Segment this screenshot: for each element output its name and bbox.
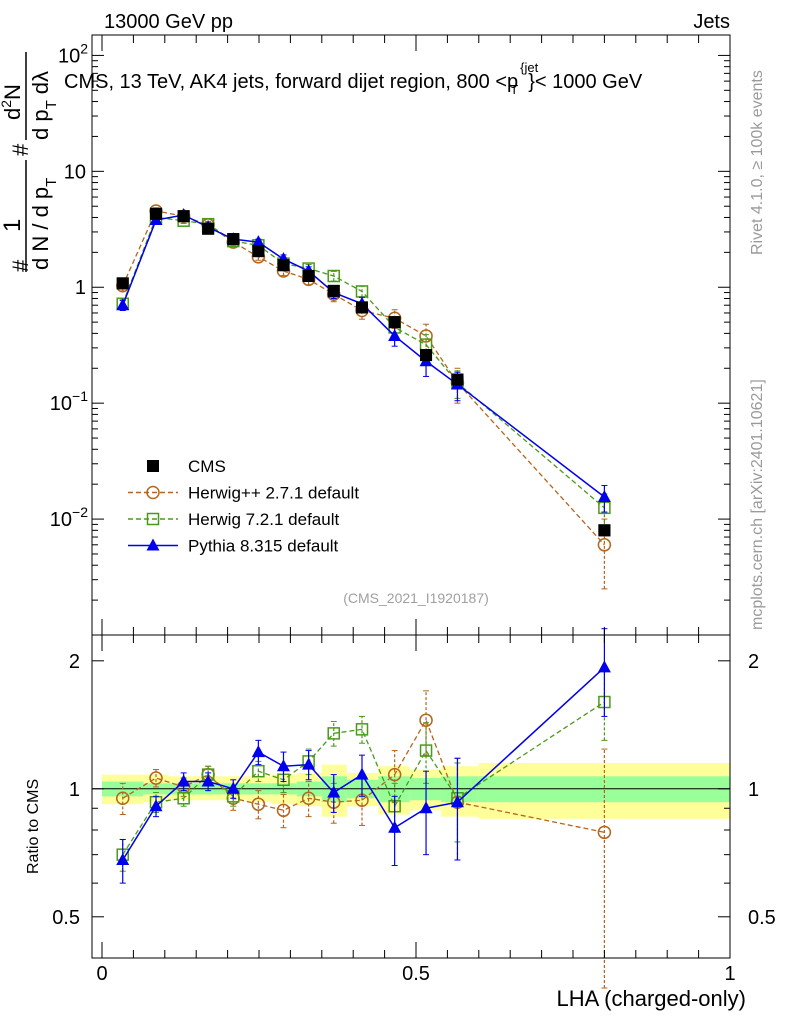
ylabel-one: 1	[0, 219, 26, 232]
ratio-ylabel: Ratio to CMS	[25, 779, 42, 874]
header-right: Jets	[693, 11, 730, 33]
main-y-tick-label: 10−2	[50, 504, 88, 531]
header-left: 13000 GeV pp	[104, 11, 233, 33]
ratio-y-tick-label-right: 1	[748, 779, 759, 801]
main-y-tick-label: 10−1	[50, 388, 88, 415]
main-herwigpp-point	[597, 538, 612, 552]
main-cms-point-top	[252, 245, 265, 258]
ratio-pythia8-point	[450, 795, 464, 808]
ylabel-dN: d N / d pT	[28, 178, 60, 270]
axes: 10−2 10−1 1 10 102 0.5 0.5 1 1 2 2 0 0.5 1	[50, 34, 776, 985]
ylabel-d2N: d2N	[0, 84, 25, 120]
ylabel-dp-dl: d pTdλ	[28, 71, 60, 140]
ratio-y-tick-label-right: 0.5	[748, 907, 776, 929]
ratio-pythia8-point	[226, 781, 240, 794]
ratio-herwigpp-point	[276, 803, 291, 818]
ratio-herwigpp-point	[597, 825, 612, 840]
main-cms-point-top	[202, 222, 215, 235]
ratio-series	[115, 628, 612, 989]
analysis-id: (CMS_2021_I1920187)	[343, 590, 489, 606]
main-cms-point-top	[116, 277, 129, 290]
ratio-pythia8-point	[116, 853, 130, 866]
main-cms-point-top	[420, 349, 433, 362]
main-cms-point-top	[277, 259, 290, 272]
ratio-pythia8-point	[201, 774, 215, 787]
ratio-pythia8-point	[149, 799, 163, 812]
main-pythia8-point	[597, 490, 611, 503]
ratio-herwig7-point	[252, 764, 265, 778]
side-text-bottom: mcplots.cern.ch [arXiv:2401.10621]	[749, 379, 766, 630]
legend-label-herwigpp: Herwig++ 2.7.1 default	[188, 484, 359, 503]
main-cms-point-top	[302, 270, 315, 283]
main-cms-point-top	[150, 207, 163, 220]
ylabel-hash-2: #	[8, 143, 33, 156]
main-y-tick-label: 1	[75, 277, 86, 299]
main-pythia8-point	[116, 298, 130, 311]
ratio-herwig7-line	[122, 701, 605, 856]
ratio-pythia8-point	[597, 660, 611, 673]
ratio-y-tick-label: 0.5	[52, 907, 80, 929]
ratio-herwig7-point	[419, 744, 433, 757]
legend-marker-pythia8	[146, 538, 160, 551]
ratio-herwigpp-point	[301, 791, 316, 806]
main-cms-point-top	[451, 373, 464, 386]
main-ylabel: # 1 d N / d pT # d2N d pTdλ	[0, 52, 60, 272]
ratio-pythia8-point	[177, 774, 191, 787]
x-tick-label: 1	[724, 963, 735, 985]
ratio-herwig7-point	[355, 723, 369, 736]
main-y-tick-label: 10	[64, 161, 86, 183]
ratio-pythia8-point	[327, 785, 341, 798]
main-series	[115, 204, 612, 590]
legend-marker-herwigpp	[146, 485, 160, 500]
legend-marker-cms	[147, 460, 159, 472]
legend-label-herwig7: Herwig 7.2.1 default	[188, 510, 339, 529]
side-text-top: Rivet 4.1.0, ≥ 100k events	[749, 70, 766, 255]
x-axis-label: LHA (charged-only)	[556, 986, 746, 1011]
ratio-pythia8-point	[388, 820, 402, 833]
ratio-herwigpp-point	[387, 767, 402, 782]
legend-marker-herwig7	[146, 512, 160, 526]
x-tick-label: 0	[96, 963, 107, 985]
main-pythia8-point	[388, 328, 402, 341]
ratio-herwig7-point	[177, 792, 190, 805]
main-pythia8-point	[251, 235, 265, 248]
main-y-tick-label: 102	[58, 40, 88, 67]
ratio-herwig7-point	[327, 727, 340, 740]
main-cms-point-top	[355, 301, 368, 314]
main-cms-point-top	[598, 524, 611, 537]
ratio-y-tick-label-right: 2	[748, 651, 759, 673]
ratio-herwigpp-point	[149, 771, 163, 785]
legend: CMS Herwig++ 2.7.1 default Herwig 7.2.1 de…	[128, 457, 359, 556]
main-cms-point-top	[388, 316, 401, 329]
ratio-pythia8-point	[276, 759, 290, 772]
x-tick-label: 0.5	[402, 963, 430, 985]
ratio-pythia8-point	[302, 757, 316, 770]
plot-title: CMS, 13 TeV, AK4 jets, forward dijet reg…	[64, 60, 643, 97]
ratio-frame	[91, 634, 731, 959]
ratio-pythia8-point	[251, 745, 265, 758]
main-herwig7-point	[327, 269, 340, 283]
legend-label-cms: CMS	[188, 457, 226, 476]
main-cms-point-top	[327, 284, 340, 297]
ratio-pythia8-point	[355, 767, 369, 780]
main-cms-point-top	[177, 210, 190, 223]
ratio-y-tick-label: 1	[69, 779, 80, 801]
ratio-herwigpp-point	[115, 791, 130, 806]
main-pythia8-line	[122, 214, 605, 498]
ratio-pythia8-point	[419, 801, 433, 814]
legend-label-pythia8: Pythia 8.315 default	[188, 537, 339, 556]
main-cms-point-top	[227, 233, 240, 246]
ratio-herwigpp-point	[251, 797, 266, 811]
ratio-y-tick-label: 2	[69, 651, 80, 673]
